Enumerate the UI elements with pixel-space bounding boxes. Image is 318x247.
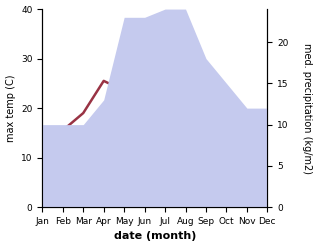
X-axis label: date (month): date (month) <box>114 231 196 242</box>
Y-axis label: med. precipitation (kg/m2): med. precipitation (kg/m2) <box>302 43 313 174</box>
Y-axis label: max temp (C): max temp (C) <box>5 74 16 142</box>
